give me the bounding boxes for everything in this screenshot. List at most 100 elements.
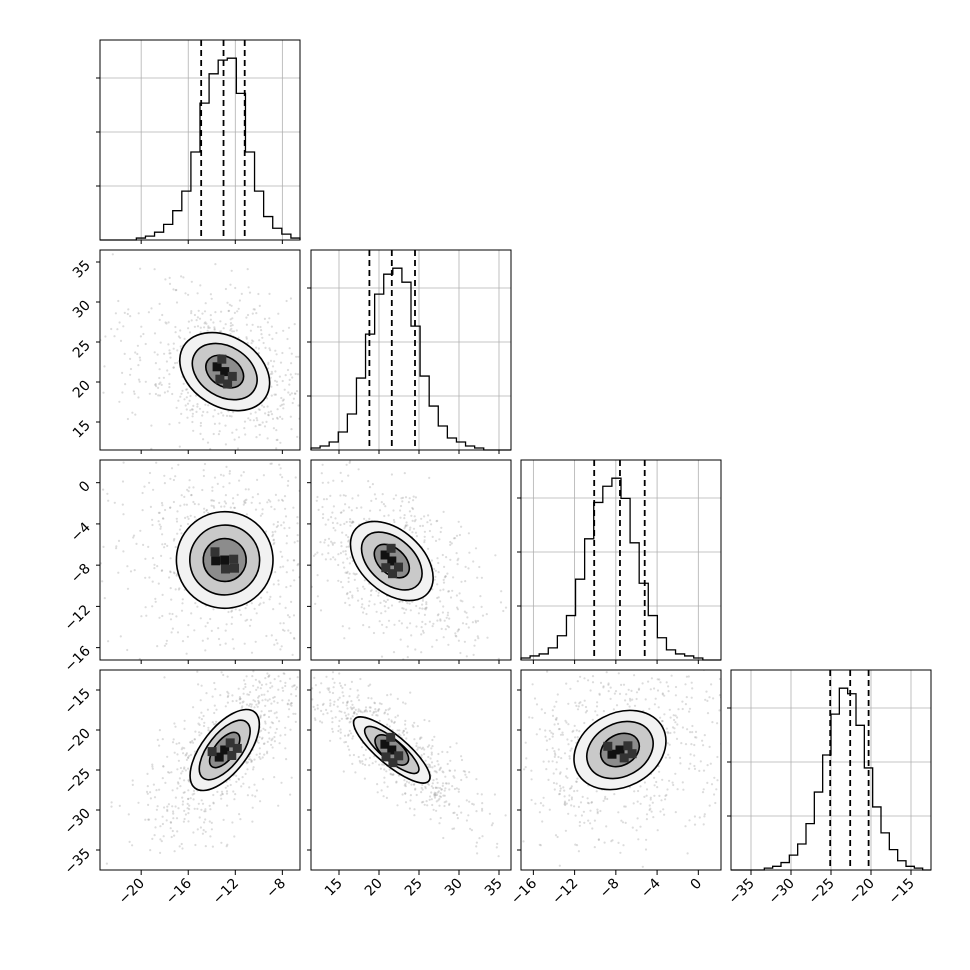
scatter-point bbox=[220, 411, 223, 414]
scatter-point bbox=[661, 693, 664, 696]
scatter-point bbox=[204, 649, 207, 652]
scatter-point bbox=[230, 690, 232, 692]
scatter-point bbox=[577, 850, 581, 853]
scatter-point bbox=[192, 798, 195, 801]
scatter-point bbox=[434, 770, 437, 773]
y-tick-label: −16 bbox=[62, 643, 94, 675]
scatter-point bbox=[594, 710, 597, 713]
scatter-point bbox=[493, 793, 496, 796]
scatter-point bbox=[151, 523, 154, 527]
scatter-point bbox=[220, 671, 223, 674]
scatter-point bbox=[326, 579, 329, 582]
scatter-point bbox=[110, 805, 113, 808]
scatter-point bbox=[250, 705, 253, 708]
scatter-point bbox=[453, 787, 456, 791]
scatter-point bbox=[266, 690, 269, 693]
scatter-point bbox=[211, 486, 214, 489]
scatter-point bbox=[639, 802, 642, 805]
scatter-point bbox=[261, 508, 264, 511]
scatter-point bbox=[336, 705, 339, 708]
scatter-point bbox=[444, 782, 447, 785]
scatter-point bbox=[187, 797, 190, 801]
scatter-point bbox=[641, 865, 644, 868]
scatter-point bbox=[386, 713, 389, 716]
scatter-point bbox=[265, 634, 268, 638]
scatter-point bbox=[303, 393, 305, 395]
scatter-point bbox=[218, 501, 221, 504]
scatter-point bbox=[311, 452, 313, 454]
scatter-point bbox=[212, 608, 215, 611]
scatter-point bbox=[163, 644, 166, 647]
scatter-point bbox=[462, 770, 465, 773]
scatter-point bbox=[274, 731, 277, 734]
scatter-point bbox=[345, 534, 348, 537]
scatter-point bbox=[357, 494, 360, 497]
scatter-point bbox=[474, 619, 477, 623]
density-core-block bbox=[615, 745, 625, 755]
scatter-point bbox=[284, 536, 286, 538]
scatter-point bbox=[202, 829, 205, 832]
scatter-point bbox=[187, 490, 190, 493]
scatter-point bbox=[339, 471, 342, 474]
scatter-point bbox=[658, 770, 661, 773]
scatter-point bbox=[405, 608, 408, 611]
scatter-point bbox=[183, 791, 186, 794]
scatter-point bbox=[359, 709, 362, 712]
density-content bbox=[100, 253, 313, 454]
scatter-point bbox=[158, 616, 161, 619]
scatter-point bbox=[603, 797, 607, 800]
scatter-point bbox=[348, 754, 351, 757]
scatter-point bbox=[568, 794, 571, 797]
scatter-point bbox=[438, 795, 441, 798]
scatter-point bbox=[134, 413, 137, 416]
scatter-point bbox=[568, 799, 571, 802]
scatter-point bbox=[444, 775, 447, 778]
scatter-point bbox=[454, 634, 457, 637]
scatter-point bbox=[412, 499, 415, 502]
scatter-point bbox=[392, 651, 396, 654]
scatter-point bbox=[156, 738, 159, 742]
scatter-point bbox=[688, 707, 692, 710]
scatter-point bbox=[437, 596, 440, 599]
scatter-point bbox=[219, 452, 221, 454]
scatter-point bbox=[654, 666, 656, 668]
scatter-point bbox=[617, 811, 620, 814]
scatter-point bbox=[191, 793, 194, 796]
scatter-point bbox=[273, 508, 276, 511]
scatter-point bbox=[702, 744, 705, 747]
scatter-point bbox=[166, 755, 169, 758]
scatter-point bbox=[160, 501, 164, 505]
scatter-point bbox=[209, 835, 212, 838]
scatter-point bbox=[556, 835, 559, 839]
scatter-point bbox=[197, 683, 200, 686]
scatter-point bbox=[242, 700, 245, 703]
scatter-point bbox=[551, 735, 554, 738]
scatter-point bbox=[691, 687, 694, 690]
scatter-point bbox=[347, 713, 350, 716]
scatter-point bbox=[370, 697, 373, 700]
scatter-point bbox=[364, 748, 367, 752]
scatter-point bbox=[202, 410, 205, 413]
scatter-point bbox=[191, 408, 194, 411]
scatter-point bbox=[186, 807, 189, 810]
scatter-point bbox=[309, 364, 311, 366]
scatter-point bbox=[339, 731, 342, 734]
scatter-point bbox=[359, 761, 362, 764]
scatter-point bbox=[260, 683, 263, 687]
scatter-point bbox=[183, 337, 186, 340]
scatter-point bbox=[644, 698, 647, 701]
scatter-point bbox=[165, 322, 168, 325]
scatter-point bbox=[161, 569, 164, 572]
scatter-point bbox=[650, 810, 653, 813]
scatter-point bbox=[431, 625, 434, 628]
scatter-point bbox=[255, 753, 258, 756]
scatter-point bbox=[349, 687, 352, 691]
scatter-point bbox=[555, 718, 558, 721]
scatter-point bbox=[688, 819, 691, 822]
scatter-point bbox=[187, 756, 190, 760]
scatter-point bbox=[695, 736, 698, 739]
scatter-point bbox=[179, 345, 182, 348]
scatter-point bbox=[423, 607, 426, 610]
scatter-point bbox=[162, 376, 165, 379]
scatter-point bbox=[269, 462, 272, 465]
